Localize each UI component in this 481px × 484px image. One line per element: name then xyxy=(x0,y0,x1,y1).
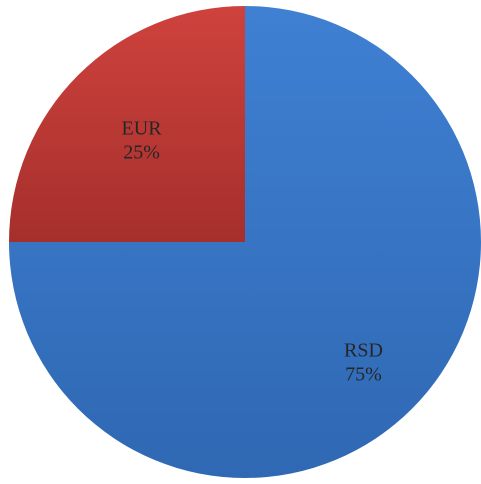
slice-percent-label: 25% xyxy=(123,142,160,164)
slice-category-label: EUR xyxy=(122,118,163,140)
slice-percent-label: 75% xyxy=(345,363,382,385)
slice-category-label: RSD xyxy=(344,339,383,361)
pie-slice-eur xyxy=(9,6,245,242)
pie-slices xyxy=(9,6,481,478)
